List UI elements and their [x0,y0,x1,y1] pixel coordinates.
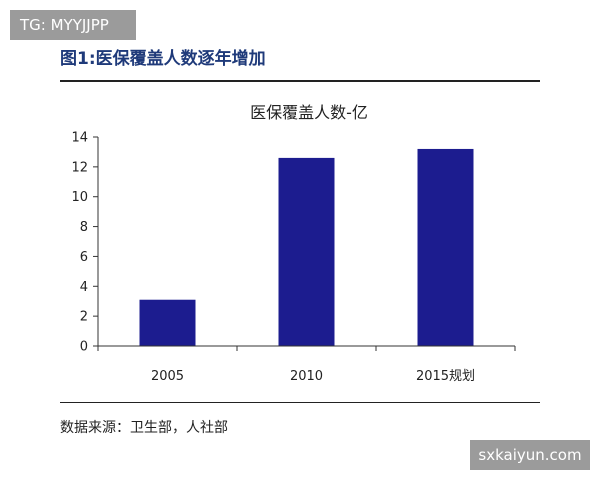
top-rule [60,80,540,82]
y-tick-label: 12 [71,160,88,175]
y-tick-label: 6 [80,250,88,265]
y-tick-label: 4 [80,280,88,295]
bottom-rule [60,402,540,403]
x-tick-label: 2010 [290,369,323,384]
y-tick-label: 2 [80,310,88,325]
y-tick-label: 10 [71,190,88,205]
bar-2005 [139,299,196,346]
source-note: 数据来源：卫生部，人社部 [60,420,228,436]
y-tick-label: 8 [80,220,88,235]
chart-title: 医保覆盖人数-亿 [250,103,368,122]
x-axis: 2005 2010 2015规划 [97,345,516,384]
bar-chart: 医保覆盖人数-亿 0 2 4 6 8 10 12 14 2005 2010 2015规划 [71,103,516,384]
watermark-top-left: TG: MYYJJPP [10,10,136,40]
bars [139,148,474,346]
y-tick-label: 0 [80,340,88,355]
x-tick-label: 2005 [151,369,184,384]
y-axis: 0 2 4 6 8 10 12 14 [71,131,99,355]
figure-title: 图1:医保覆盖人数逐年增加 [60,49,266,69]
watermark-bottom-right: sxkaiyun.com [470,440,590,470]
bar-2015规划 [417,148,474,346]
x-tick-label: 2015规划 [416,369,475,384]
y-tick-label: 14 [71,131,88,146]
bar-2010 [278,157,335,346]
